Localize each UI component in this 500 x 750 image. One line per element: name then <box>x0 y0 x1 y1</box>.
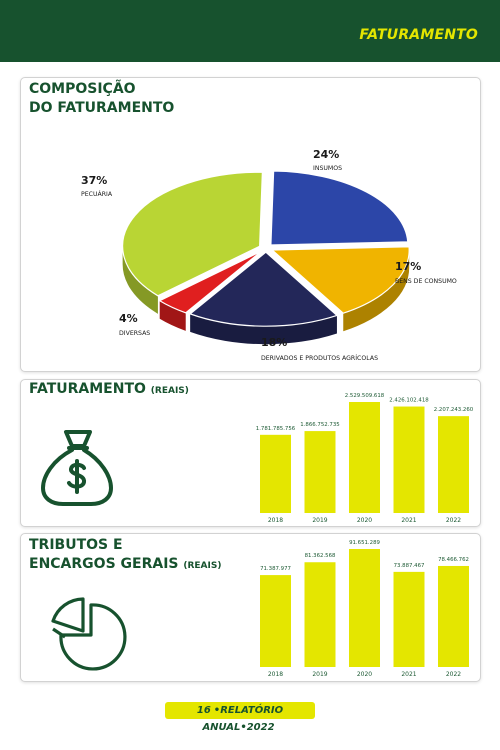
bar-2019 <box>304 562 336 667</box>
composition-card: COMPOSIÇÃO DO FATURAMENTO 24% INSUMOS 17% B… <box>20 77 481 372</box>
page-number: 16 <box>196 705 211 716</box>
bar-2018 <box>260 434 291 513</box>
x-tick-2022: 2022 <box>446 517 461 524</box>
money-bag-icon <box>41 430 113 506</box>
revenue-bar-chart: 1.781.785.756 2018 1.866.752.735 2019 2.529.… <box>256 393 474 524</box>
bar-value-label-2019: 1.866.752.735 <box>300 422 339 428</box>
pie-label-name-derivados-e-produtos-agricolas: DERIVADOS E PRODUTOS AGRÍCOLAS <box>261 353 378 362</box>
composition-title: COMPOSIÇÃO DO FATURAMENTO <box>29 80 174 118</box>
bar-value-label-2021: 73.887.467 <box>394 563 425 569</box>
tax-title-line2: ENCARGOS GERAIS <box>29 556 179 572</box>
x-tick-2022: 2022 <box>446 671 461 678</box>
pie-label-percent-pecuaria: 37% <box>81 174 107 187</box>
pie-slice-bens-de-consumo <box>270 246 410 314</box>
pie-slice-insumos <box>270 170 409 246</box>
footer-badge: 16 •RELATÓRIO ANUAL•2022 <box>165 702 315 733</box>
header-band: FATURAMENTO <box>0 0 500 62</box>
bar-value-label-2019: 81.362.568 <box>305 553 336 559</box>
x-tick-2018: 2018 <box>268 671 283 678</box>
x-tick-2019: 2019 <box>312 517 327 524</box>
bar-2018 <box>260 575 291 667</box>
pie-slice-side-pecuaria <box>122 246 158 314</box>
x-tick-2021: 2021 <box>401 671 416 678</box>
pie-label-percent-diversas: 4% <box>119 312 138 325</box>
x-tick-2018: 2018 <box>268 517 283 524</box>
bar-value-label-2018: 71.387.977 <box>260 566 291 572</box>
bar-value-label-2020: 2.529.509.618 <box>345 393 385 399</box>
pie-chart: 24% INSUMOS 17% BENS DE CONSUMO 18% DERIVADOS… <box>81 148 457 362</box>
revenue-card: FATURAMENTO (REAIS) 1.781.785.756 2018 1.8… <box>20 379 481 527</box>
tax-card: TRIBUTOS E ENCARGOS GERAIS (REAIS) 71.38… <box>20 533 481 682</box>
footer-label: •RELATÓRIO ANUAL•2022 <box>202 705 284 733</box>
x-tick-2020: 2020 <box>357 517 372 524</box>
pie-label-name-bens-de-consumo: BENS DE CONSUMO <box>395 278 457 285</box>
revenue-title: FATURAMENTO (REAIS) <box>29 380 189 401</box>
tax-unit: (REAIS) <box>183 561 222 571</box>
x-tick-2021: 2021 <box>401 517 416 524</box>
pie-slice-side-bens-de-consumo <box>343 249 410 332</box>
pie-label-name-pecuaria: PECUÁRIA <box>81 189 113 198</box>
bar-value-label-2021: 2.426.102.418 <box>389 398 429 404</box>
x-tick-2019: 2019 <box>312 671 327 678</box>
pie-chart-icon <box>51 597 127 671</box>
section-title: FATURAMENTO <box>359 27 478 43</box>
pie-label-name-diversas: DIVERSAS <box>119 330 150 337</box>
bar-2022 <box>438 416 469 513</box>
bar-2020 <box>349 402 380 513</box>
tax-title-line1: TRIBUTOS E <box>29 537 123 553</box>
bar-value-label-2020: 91.651.289 <box>349 540 380 546</box>
x-tick-2020: 2020 <box>357 671 372 678</box>
pie-slice-derivados-e-produtos-agricolas <box>188 251 339 327</box>
pie-label-percent-insumos: 24% <box>313 148 339 161</box>
tax-title: TRIBUTOS E ENCARGOS GERAIS (REAIS) <box>29 536 221 576</box>
pie-slice-side-diversas <box>159 300 186 331</box>
pie-slice-pecuaria <box>122 171 263 297</box>
pie-label-name-insumos: INSUMOS <box>313 165 342 172</box>
pie-label-percent-bens-de-consumo: 17% <box>395 260 421 273</box>
composition-title-line1: COMPOSIÇÃO <box>29 81 136 97</box>
revenue-title-text: FATURAMENTO <box>29 381 146 397</box>
bar-2019 <box>304 431 336 513</box>
bar-value-label-2022: 78.466.762 <box>438 557 469 563</box>
composition-title-line2: DO FATURAMENTO <box>29 100 175 116</box>
tax-bar-chart: 71.387.977 2018 81.362.568 2019 91.651.289 20… <box>260 540 469 678</box>
pie-label-percent-derivados-e-produtos-agricolas: 18% <box>261 336 287 349</box>
bar-value-label-2018: 1.781.785.756 <box>256 426 296 432</box>
bar-value-label-2022: 2.207.243.260 <box>434 407 474 413</box>
bar-2021 <box>393 571 425 667</box>
bar-2022 <box>438 565 469 667</box>
pie-slice-side-derivados-e-produtos-agricolas <box>190 313 337 345</box>
pie-slice-diversas <box>158 250 262 314</box>
revenue-unit: (REAIS) <box>150 386 189 396</box>
bar-2020 <box>349 549 380 667</box>
bar-2021 <box>393 406 425 513</box>
